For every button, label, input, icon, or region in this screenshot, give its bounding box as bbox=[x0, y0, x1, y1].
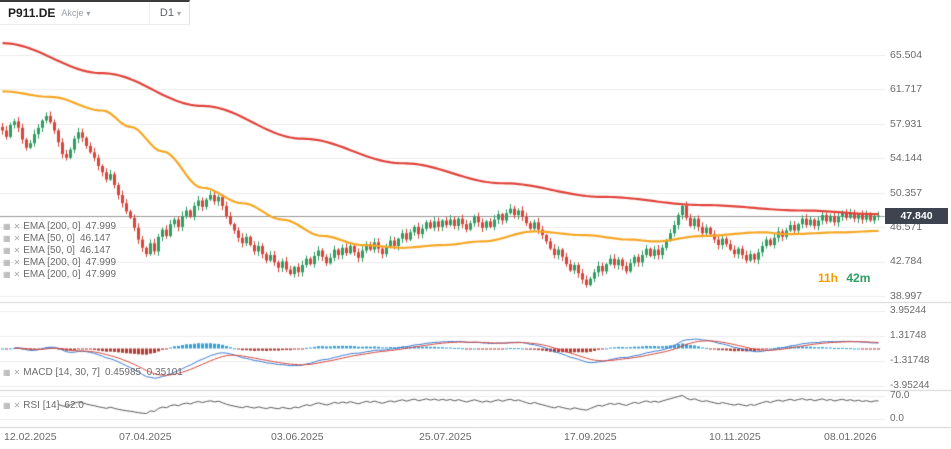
indicator-label: EMA [50, 0] bbox=[23, 233, 75, 244]
indicator-row-ema200: ▦ ✕ EMA [200, 0] 47.999 bbox=[3, 221, 116, 232]
symbol-tab[interactable]: P911.DE Akcje ▾ D1 ▾ bbox=[0, 0, 190, 25]
remove-indicator-icon[interactable]: ✕ bbox=[13, 257, 21, 267]
current-price-tag: 47.840 bbox=[885, 208, 948, 224]
date-axis-label: 12.02.2025 bbox=[4, 431, 57, 443]
price-axis-label: 38.997 bbox=[890, 290, 923, 302]
indicator-settings-icon[interactable]: ▦ bbox=[3, 367, 11, 377]
indicator-settings-icon[interactable]: ▦ bbox=[3, 233, 11, 243]
indicator-row-ema50: ▦ ✕ EMA [50, 0] 46.147 bbox=[3, 245, 111, 256]
price-axis-label: 65.504 bbox=[890, 49, 923, 61]
timeframe-label: D1 bbox=[159, 7, 174, 19]
indicator-label: RSI [14] bbox=[23, 400, 60, 411]
indicator-settings-icon[interactable]: ▦ bbox=[3, 400, 11, 410]
countdown-hours: 11h bbox=[818, 271, 839, 285]
remove-indicator-icon[interactable]: ✕ bbox=[13, 269, 21, 279]
indicator-row-ema50: ▦ ✕ EMA [50, 0] 46.147 bbox=[3, 233, 111, 244]
indicator-settings-icon[interactable]: ▦ bbox=[3, 221, 11, 231]
indicator-settings-icon[interactable]: ▦ bbox=[3, 245, 11, 255]
timeframe-selector[interactable]: D1 ▾ bbox=[148, 2, 181, 24]
remove-indicator-icon[interactable]: ✕ bbox=[13, 245, 21, 255]
price-axis-label: 54.144 bbox=[890, 152, 923, 164]
indicator-value: 62.0 bbox=[64, 400, 84, 411]
chevron-down-icon[interactable]: ▾ bbox=[176, 8, 181, 18]
indicator-row-ema200: ▦ ✕ EMA [200, 0] 47.999 bbox=[3, 257, 116, 268]
indicator-label: MACD [14, 30, 7] bbox=[23, 367, 100, 378]
indicator-value: 46.147 bbox=[79, 233, 111, 244]
macd-axis-label: 3.95244 bbox=[890, 305, 927, 316]
price-axis-label: 42.784 bbox=[890, 255, 923, 267]
price-axis-label: 50.357 bbox=[890, 187, 923, 199]
rsi-axis-label: 70.0 bbox=[890, 390, 910, 401]
indicator-settings-icon[interactable]: ▦ bbox=[3, 269, 11, 279]
indicator-label: EMA [200, 0] bbox=[23, 269, 81, 280]
date-axis-label: 25.07.2025 bbox=[419, 431, 472, 443]
indicator-label: EMA [50, 0] bbox=[23, 245, 75, 256]
price-axis-label: 57.931 bbox=[890, 118, 923, 130]
macd-axis-label: 1.31748 bbox=[890, 330, 927, 341]
indicator-row-macd: ▦ ✕ MACD [14, 30, 7] 0.45985 0.35101 bbox=[3, 367, 183, 378]
date-axis-label: 17.09.2025 bbox=[564, 431, 617, 443]
indicator-value: 47.999 bbox=[85, 221, 117, 232]
macd-axis-label: -3.95244 bbox=[890, 380, 930, 391]
price-axis-label: 46.571 bbox=[890, 221, 923, 233]
chevron-down-icon[interactable]: ▾ bbox=[86, 8, 91, 18]
rsi-axis-label: 0.0 bbox=[890, 413, 904, 424]
indicator-label: EMA [200, 0] bbox=[23, 221, 81, 232]
indicator-value: 47.999 bbox=[85, 257, 117, 268]
remove-indicator-icon[interactable]: ✕ bbox=[13, 400, 21, 410]
date-axis-label: 08.01.2026 bbox=[824, 431, 877, 443]
date-axis-label: 03.06.2025 bbox=[271, 431, 324, 443]
instrument-type-label: Akcje bbox=[61, 8, 84, 18]
date-axis-label: 10.11.2025 bbox=[709, 431, 761, 443]
indicator-row-ema200: ▦ ✕ EMA [200, 0] 47.999 bbox=[3, 269, 116, 280]
countdown-minutes: 42m bbox=[846, 271, 871, 285]
remove-indicator-icon[interactable]: ✕ bbox=[13, 233, 21, 243]
price-axis-label: 61.717 bbox=[890, 83, 923, 95]
indicator-row-rsi: ▦ ✕ RSI [14] 62.0 bbox=[3, 400, 84, 411]
macd-axis-label: -1.31748 bbox=[890, 355, 930, 366]
bar-close-countdown: 11h 42m bbox=[818, 271, 870, 285]
remove-indicator-icon[interactable]: ✕ bbox=[13, 221, 21, 231]
indicator-label: EMA [200, 0] bbox=[23, 257, 81, 268]
remove-indicator-icon[interactable]: ✕ bbox=[13, 367, 21, 377]
indicator-settings-icon[interactable]: ▦ bbox=[3, 257, 11, 267]
indicator-value: 46.147 bbox=[79, 245, 111, 256]
date-axis-label: 07.04.2025 bbox=[119, 431, 172, 443]
symbol-name: P911.DE bbox=[8, 6, 56, 20]
indicator-value: 0.45985 0.35101 bbox=[104, 367, 183, 378]
indicator-value: 47.999 bbox=[85, 269, 117, 280]
